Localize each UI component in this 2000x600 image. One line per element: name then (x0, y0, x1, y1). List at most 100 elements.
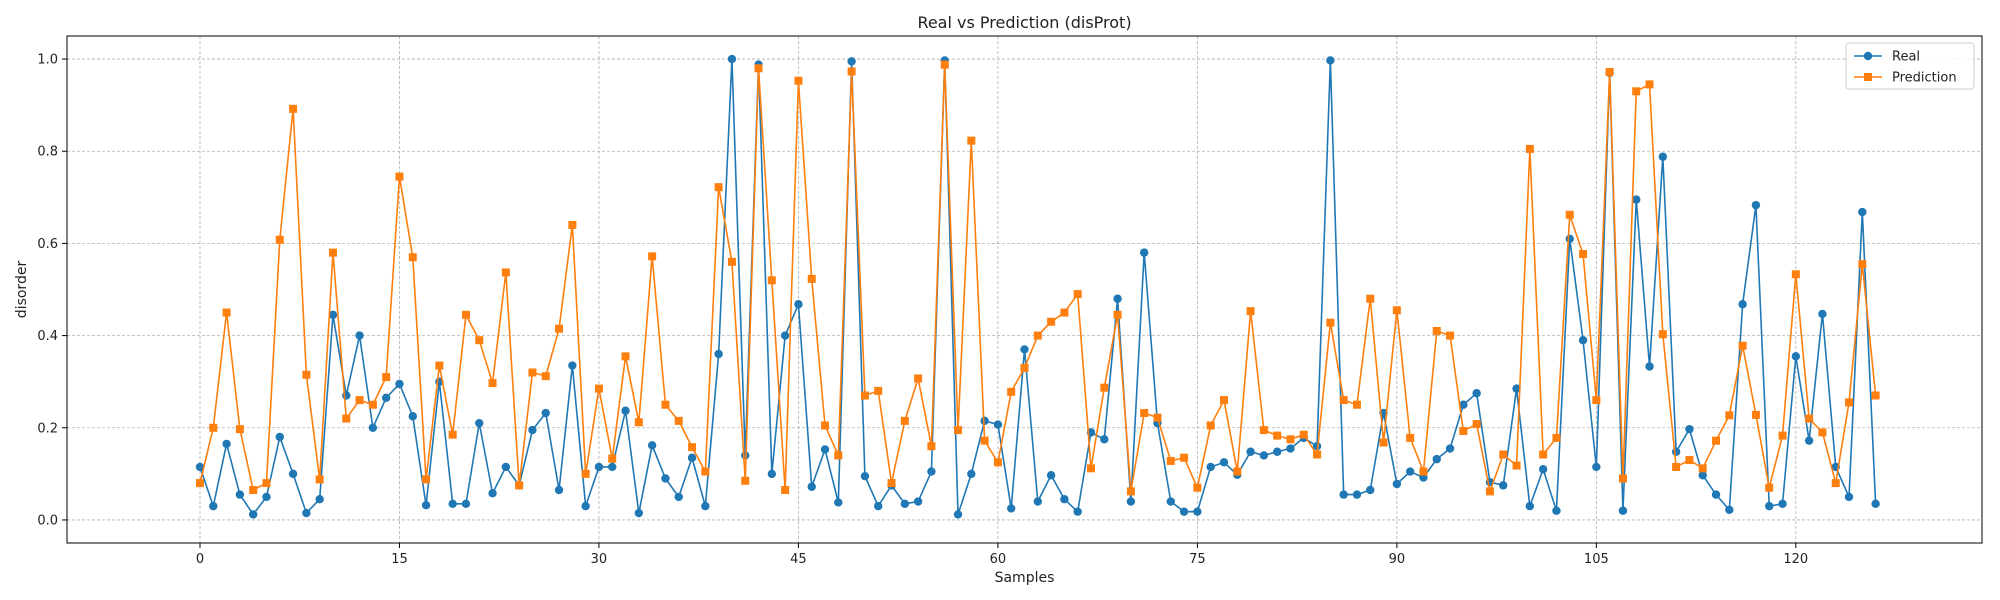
data-point-real (1552, 506, 1561, 515)
data-point-prediction (1565, 210, 1574, 219)
data-point-real (687, 453, 697, 462)
data-point-prediction (275, 235, 284, 244)
data-point-prediction (1685, 456, 1694, 465)
data-point-prediction (1632, 87, 1641, 96)
data-point-prediction (1273, 431, 1282, 440)
data-point-real (501, 462, 511, 472)
data-point-prediction (1805, 414, 1814, 423)
data-point-prediction (1166, 456, 1175, 465)
legend-marker (1864, 73, 1872, 81)
data-point-real (1073, 507, 1082, 516)
data-point-real (1711, 490, 1721, 499)
data-point-real (847, 57, 856, 66)
x-tick-label: 15 (391, 552, 408, 567)
data-point-prediction (1406, 433, 1415, 442)
data-point-prediction (1738, 341, 1747, 350)
data-point-prediction (993, 458, 1002, 467)
data-point-real (634, 508, 644, 518)
data-point-prediction (1818, 428, 1827, 437)
data-point-prediction (195, 479, 204, 488)
data-point-real (1632, 195, 1641, 204)
data-point-prediction (1446, 331, 1455, 340)
data-point-prediction (834, 451, 843, 460)
data-point-real (1046, 471, 1056, 480)
axes: 0 15 30 45 60 75 90 105 120 0.0 0.2 0.4 0.6 0.8 1.0 (37, 53, 1808, 567)
data-point-real (900, 499, 910, 509)
data-point-prediction (262, 479, 271, 488)
data-point-prediction (1698, 464, 1707, 473)
data-point-prediction (1579, 250, 1588, 259)
data-point-real (235, 490, 245, 499)
legend-label: Real (1892, 50, 1920, 65)
data-point-real (222, 439, 231, 449)
data-point-prediction (688, 443, 697, 452)
data-point-real (1751, 200, 1761, 210)
data-point-real (1472, 389, 1481, 398)
data-point-real (1658, 152, 1668, 161)
data-point-prediction (1366, 294, 1375, 303)
data-point-prediction (1672, 462, 1681, 471)
data-point-prediction (767, 276, 776, 285)
data-point-real (248, 510, 258, 519)
data-point-real (288, 469, 298, 479)
data-point-prediction (302, 370, 311, 379)
data-point-real (1858, 207, 1867, 217)
data-point-prediction (1858, 260, 1867, 269)
legend-item-real: Real (1854, 50, 1920, 65)
data-point-prediction (1871, 391, 1880, 400)
data-point-prediction (900, 416, 909, 425)
data-point-prediction (408, 253, 417, 262)
plot-frame (66, 35, 1983, 544)
data-point-real (1791, 352, 1801, 361)
data-point-prediction (528, 368, 537, 377)
data-point-real (1312, 442, 1322, 451)
data-point-prediction (1485, 487, 1494, 496)
data-point-prediction (661, 400, 670, 409)
data-point-real (528, 425, 537, 435)
data-point-prediction (249, 485, 258, 494)
data-point-real (1844, 492, 1854, 502)
data-point-prediction (927, 442, 936, 451)
data-point-prediction (674, 416, 683, 425)
data-point-prediction (568, 220, 577, 229)
data-point-real (1818, 309, 1827, 319)
data-point-real (874, 501, 883, 511)
data-point-prediction (727, 257, 736, 266)
y-tick-label: 1.0 (37, 53, 58, 68)
data-point-real (1206, 462, 1215, 472)
data-point-real (967, 469, 976, 479)
data-point-prediction (1259, 426, 1268, 435)
data-point-prediction (1126, 487, 1135, 496)
data-point-prediction (1073, 290, 1082, 299)
y-tick-label: 0.4 (37, 329, 58, 344)
data-point-real (1060, 495, 1069, 504)
data-point-real (1405, 467, 1415, 476)
data-point-prediction (1765, 483, 1774, 492)
data-point-real (807, 482, 816, 491)
x-tick-label: 30 (591, 552, 608, 567)
x-tick-label: 105 (1584, 552, 1609, 567)
data-point-real (820, 445, 830, 454)
data-point-real (1765, 501, 1774, 511)
data-point-real (448, 499, 457, 509)
data-point-prediction (461, 310, 470, 319)
data-point-real (1618, 506, 1628, 515)
data-point-real (780, 331, 790, 340)
data-point-real (1352, 490, 1362, 499)
data-point-prediction (1140, 409, 1149, 418)
data-point-real (1445, 444, 1455, 453)
data-point-prediction (608, 454, 617, 463)
x-tick-label: 90 (1389, 552, 1406, 567)
x-tick-label: 60 (990, 552, 1007, 567)
data-point-prediction (860, 391, 869, 400)
data-point-prediction (1831, 479, 1840, 488)
data-point-prediction (1047, 317, 1056, 326)
data-point-real (461, 499, 471, 509)
data-point-prediction (1326, 318, 1335, 327)
data-point-prediction (940, 60, 949, 69)
data-point-prediction (634, 418, 643, 427)
data-point-prediction (342, 414, 351, 423)
legend-marker (1863, 51, 1873, 61)
data-point-real (1366, 485, 1375, 495)
